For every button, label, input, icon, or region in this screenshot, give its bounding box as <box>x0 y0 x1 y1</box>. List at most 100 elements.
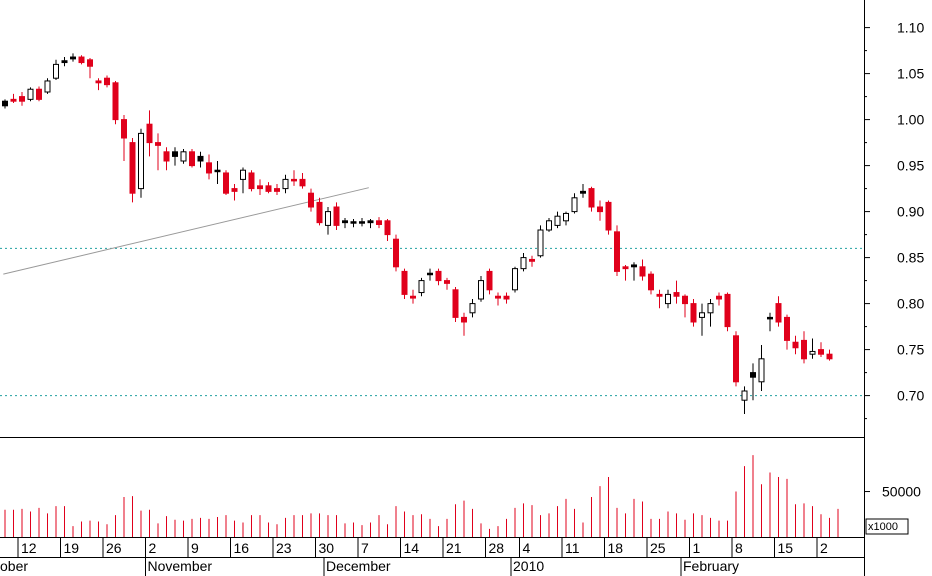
candle-body <box>648 273 654 291</box>
candle-body <box>673 292 680 297</box>
candle-body <box>597 206 603 213</box>
day-tick-label: 15 <box>778 540 794 556</box>
candle-body <box>792 341 799 349</box>
chart-frame <box>0 0 909 576</box>
candle <box>265 182 272 194</box>
candle <box>155 133 161 171</box>
trendline <box>3 187 369 275</box>
day-tick-label: 12 <box>21 540 37 556</box>
candle-body <box>36 88 42 100</box>
candle <box>401 268 408 299</box>
candle-body <box>707 303 714 314</box>
candle-body <box>444 280 450 284</box>
candle-body <box>546 220 552 231</box>
candle <box>461 312 467 336</box>
candle <box>384 218 391 242</box>
day-tick-label: 2 <box>820 540 828 556</box>
candle <box>614 225 620 276</box>
candle-body <box>121 119 127 139</box>
candle <box>818 342 824 357</box>
month-label: February <box>683 558 739 574</box>
day-tick-label: 1 <box>693 540 701 556</box>
candle-body <box>384 220 391 236</box>
candle-body <box>588 188 595 208</box>
candle <box>231 184 238 201</box>
candle <box>53 59 59 81</box>
price-tick-label: 0.90 <box>897 204 924 220</box>
candle-body <box>78 56 85 64</box>
candle <box>350 218 357 228</box>
candle <box>299 172 306 189</box>
candle-body <box>435 270 442 282</box>
candle-body <box>503 295 510 300</box>
candle-body <box>741 390 748 401</box>
candle-body <box>690 303 697 323</box>
candle <box>622 264 629 281</box>
candle-body <box>469 303 476 314</box>
candle-body <box>163 151 170 162</box>
day-tick-label: 8 <box>735 540 743 556</box>
candle-body <box>699 312 705 318</box>
candle <box>495 292 501 306</box>
day-tick-label: 16 <box>234 540 250 556</box>
candle-body <box>180 151 187 162</box>
candle <box>801 331 807 364</box>
candle <box>129 138 136 203</box>
candle-body <box>580 190 586 194</box>
candle-body <box>512 268 518 291</box>
candle <box>665 289 671 309</box>
candle-body <box>342 220 348 224</box>
volume-bars <box>4 455 839 537</box>
candle <box>631 262 637 281</box>
candle <box>588 186 595 212</box>
candle <box>325 207 331 235</box>
day-tick-label: 28 <box>489 540 505 556</box>
candle-body <box>367 220 374 224</box>
candle <box>121 115 127 161</box>
candle <box>520 253 527 272</box>
candle <box>2 99 8 109</box>
candle <box>648 271 654 295</box>
candle <box>580 184 586 198</box>
candle <box>418 277 425 297</box>
candle-body <box>146 123 153 144</box>
candle-body <box>767 316 773 320</box>
candle <box>172 147 178 166</box>
month-label: ober <box>0 558 28 574</box>
price-tick-label: 1.10 <box>897 20 924 36</box>
candle-body <box>393 238 399 268</box>
candle <box>826 349 833 361</box>
candle <box>563 211 569 226</box>
candle-body <box>631 264 637 268</box>
candle <box>699 303 705 336</box>
candle <box>19 92 25 106</box>
candle <box>308 188 314 212</box>
candle-body <box>733 335 739 383</box>
candle <box>682 294 688 318</box>
candle-body <box>682 295 688 305</box>
candle <box>673 280 680 304</box>
day-tick-label: 23 <box>276 540 292 556</box>
day-tick-label: 9 <box>191 540 199 556</box>
candle <box>163 147 170 171</box>
price-tick-label: 1.00 <box>897 112 924 128</box>
candle-body <box>418 280 425 294</box>
candle-body <box>2 100 8 107</box>
candle <box>36 86 42 102</box>
candle-body <box>44 80 51 93</box>
day-tick-label: 25 <box>650 540 666 556</box>
day-tick-label: 7 <box>361 540 369 556</box>
candle <box>716 292 722 306</box>
candle-body <box>478 280 484 300</box>
candle-body <box>87 59 93 67</box>
candle <box>342 218 348 229</box>
candle <box>367 218 374 229</box>
candle-body <box>452 289 459 318</box>
axis-labels: 1.10 1.05 1.00 0.95 0.90 0.85 0.80 0.75 0.70 5000… <box>0 20 924 574</box>
candle <box>775 296 782 327</box>
candle-body <box>70 56 76 60</box>
candle <box>291 170 297 186</box>
candle <box>452 287 459 322</box>
month-label: 2010 <box>513 558 544 574</box>
